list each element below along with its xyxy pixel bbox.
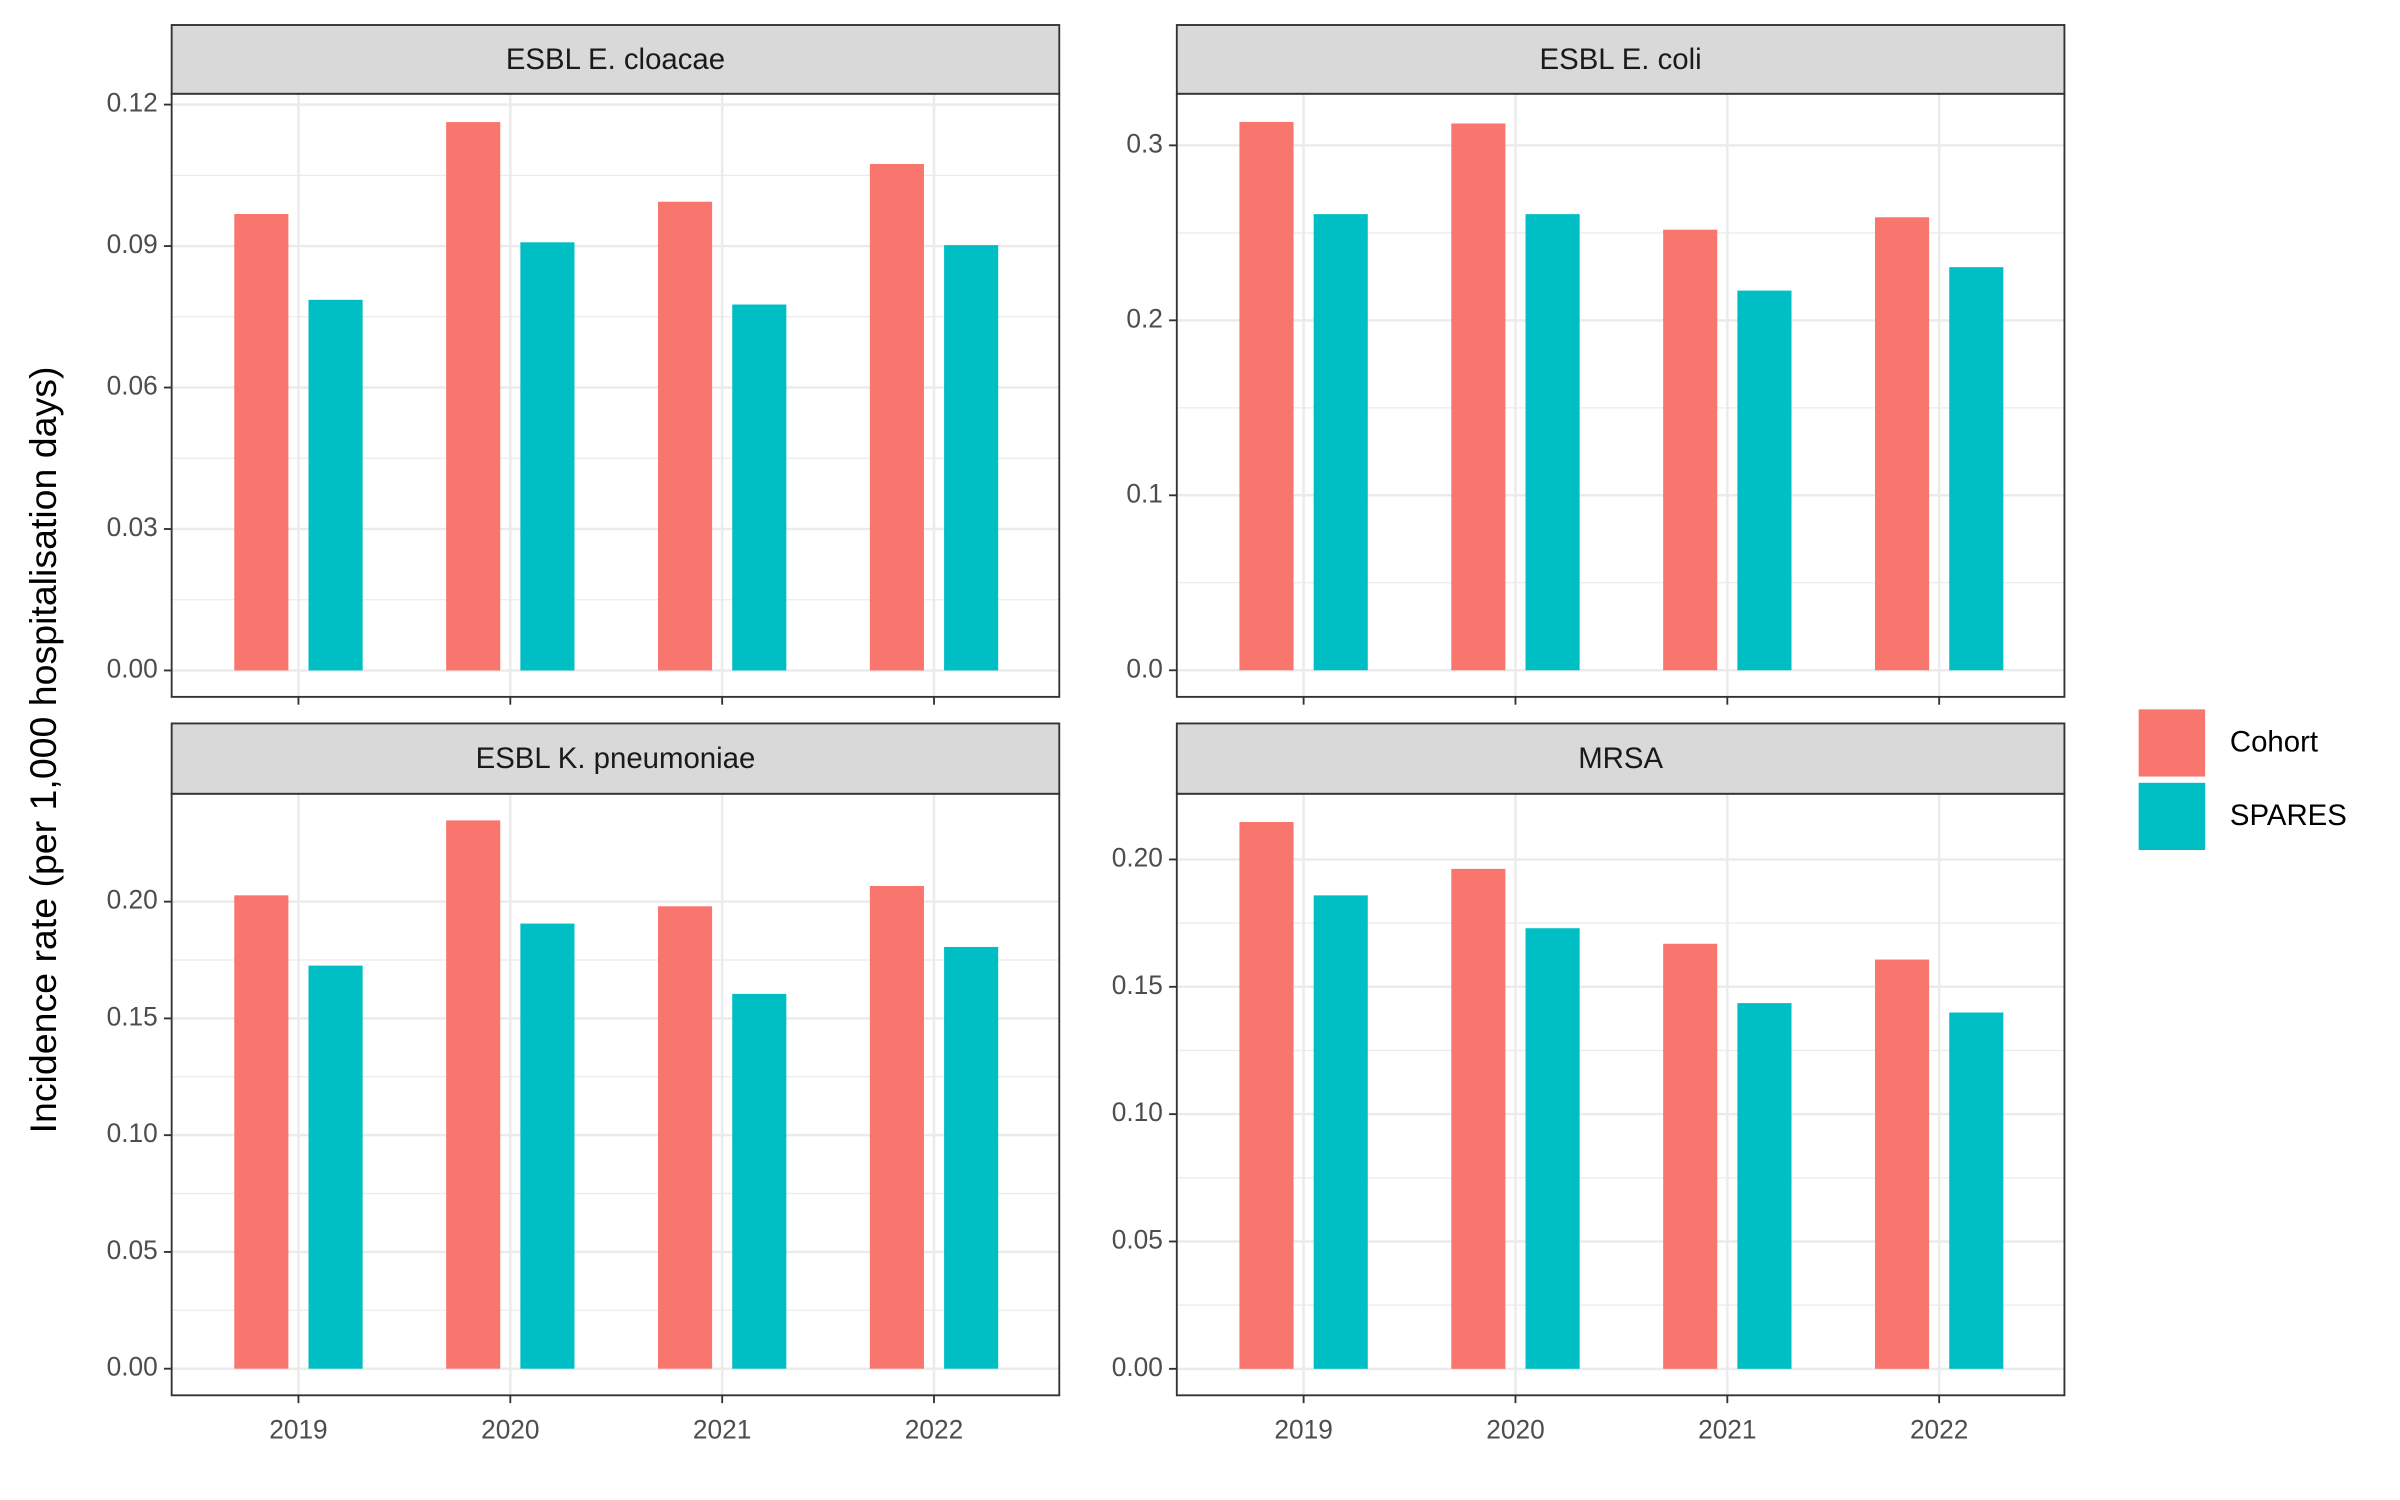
y-tick-label: 0.10 [1112,1097,1163,1127]
y-tick-label: 0.3 [1126,128,1163,158]
y-tick-label: 0.06 [107,370,158,400]
bar [1875,959,1930,1369]
bar [657,906,713,1369]
bar [520,923,575,1369]
y-tick-label: 0.00 [1112,1352,1163,1382]
strip [1175,722,2066,795]
strip-title: MRSA [1578,742,1663,775]
strip [170,24,1061,95]
bar [732,304,787,671]
bar [1663,943,1718,1369]
strip-title: ESBL K. pneumoniae [476,742,756,775]
y-tick-label: 0.15 [1112,970,1163,1000]
bar [1737,1003,1792,1369]
bar [308,299,363,671]
bar [1949,1012,2004,1369]
legend-key [2138,709,2206,777]
y-tick-label: 0.09 [107,229,158,259]
x-tick-label: 2019 [269,1414,327,1444]
bar [1313,895,1368,1369]
y-axis-label: Incidence rate (per 1,000 hospitalisatio… [22,367,64,1134]
bar [234,213,289,671]
bar [1525,928,1580,1369]
bar [1313,214,1368,671]
y-tick-label: 0.20 [1112,842,1163,872]
panel-background [171,93,1060,697]
legend-key [2138,782,2206,850]
y-tick-label: 0.1 [1126,478,1163,508]
x-tick-label: 2022 [905,1414,963,1444]
bar [1525,214,1580,671]
bar [446,122,501,671]
strip [1175,24,2066,95]
bar [1663,229,1718,671]
y-tick-label: 0.20 [107,885,158,915]
bar [1949,267,2004,671]
bar [1451,868,1506,1369]
x-tick-label: 2021 [693,1414,751,1444]
bar [1451,123,1506,671]
bar [1239,822,1294,1369]
y-tick-label: 0.15 [107,1001,158,1031]
bar [732,993,787,1369]
strip [170,722,1061,795]
y-tick-label: 0.00 [107,1352,158,1382]
y-tick-label: 0.0 [1126,653,1163,683]
y-tick-label: 0.00 [107,653,158,683]
bar [1737,290,1792,671]
y-tick-label: 0.03 [107,512,158,542]
y-tick-label: 0.05 [107,1235,158,1265]
y-tick-label: 0.05 [1112,1224,1163,1254]
bar [308,965,363,1369]
bar [944,946,999,1369]
x-tick-label: 2020 [481,1414,539,1444]
bar [869,164,924,671]
strip-title: ESBL E. cloacae [506,43,725,76]
bar [446,820,501,1369]
legend-label: SPARES [2230,799,2347,832]
y-tick-label: 0.12 [107,87,158,117]
legend-label: Cohort [2230,725,2318,758]
x-tick-label: 2019 [1274,1414,1332,1444]
x-tick-label: 2022 [1910,1414,1968,1444]
x-tick-label: 2020 [1486,1414,1544,1444]
panel-background [171,793,1060,1396]
bar [234,895,289,1369]
panel-background [1176,93,2065,697]
bar [869,885,924,1369]
y-tick-label: 0.10 [107,1118,158,1148]
y-tick-label: 0.2 [1126,303,1163,333]
bar [657,201,713,671]
bar [944,245,999,671]
bar [520,242,575,671]
x-tick-label: 2021 [1698,1414,1756,1444]
bar [1239,121,1294,671]
strip-title: ESBL E. coli [1540,43,1702,76]
bar [1875,217,1930,671]
